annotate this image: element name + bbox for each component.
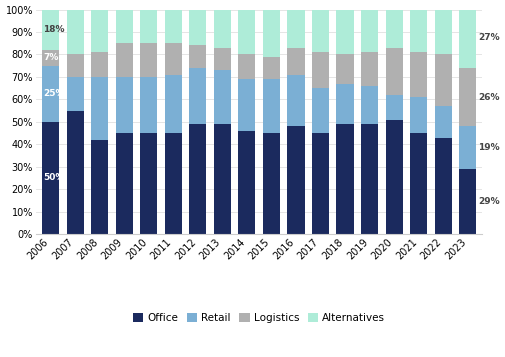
Bar	[311, 10, 328, 52]
Bar	[213, 48, 230, 70]
Bar	[164, 133, 181, 234]
Bar	[311, 88, 328, 133]
Bar	[42, 66, 59, 122]
Bar	[66, 55, 83, 77]
Bar	[458, 169, 475, 234]
Bar	[91, 77, 108, 140]
Bar	[140, 77, 157, 133]
Bar	[213, 70, 230, 124]
Bar	[385, 10, 402, 48]
Bar	[409, 52, 426, 97]
Bar	[140, 43, 157, 77]
Bar	[360, 10, 377, 52]
Bar	[360, 124, 377, 234]
Bar	[238, 10, 255, 55]
Text: 29%: 29%	[477, 197, 499, 206]
Legend: Office, Retail, Logistics, Alternatives: Office, Retail, Logistics, Alternatives	[133, 313, 384, 323]
Bar	[42, 122, 59, 234]
Text: 25%: 25%	[43, 89, 65, 98]
Bar	[115, 43, 132, 77]
Bar	[458, 126, 475, 169]
Bar	[409, 97, 426, 133]
Bar	[434, 55, 451, 106]
Bar	[189, 124, 206, 234]
Bar	[115, 10, 132, 43]
Bar	[385, 120, 402, 234]
Bar	[336, 124, 353, 234]
Bar	[189, 45, 206, 68]
Bar	[42, 10, 59, 50]
Bar	[164, 75, 181, 133]
Bar	[409, 10, 426, 52]
Bar	[66, 10, 83, 55]
Bar	[458, 68, 475, 126]
Bar	[189, 10, 206, 45]
Text: 7%: 7%	[43, 53, 59, 62]
Text: 26%: 26%	[477, 92, 499, 102]
Bar	[262, 79, 279, 133]
Bar	[360, 86, 377, 124]
Bar	[336, 84, 353, 124]
Bar	[385, 95, 402, 120]
Bar	[287, 10, 304, 48]
Bar	[238, 131, 255, 234]
Bar	[458, 7, 475, 68]
Bar	[164, 43, 181, 75]
Bar	[115, 133, 132, 234]
Bar	[262, 57, 279, 79]
Text: 50%: 50%	[43, 174, 65, 182]
Text: 27%: 27%	[477, 33, 499, 42]
Bar	[66, 77, 83, 111]
Bar	[409, 133, 426, 234]
Bar	[287, 75, 304, 126]
Bar	[262, 133, 279, 234]
Text: 18%: 18%	[43, 25, 65, 34]
Bar	[311, 133, 328, 234]
Bar	[336, 55, 353, 84]
Bar	[238, 79, 255, 131]
Bar	[434, 137, 451, 234]
Bar	[360, 52, 377, 86]
Bar	[115, 77, 132, 133]
Bar	[336, 10, 353, 55]
Bar	[42, 50, 59, 66]
Bar	[140, 10, 157, 43]
Bar	[311, 52, 328, 88]
Bar	[262, 10, 279, 57]
Bar	[238, 55, 255, 79]
Bar	[213, 124, 230, 234]
Bar	[189, 68, 206, 124]
Bar	[91, 10, 108, 52]
Bar	[213, 10, 230, 48]
Bar	[140, 133, 157, 234]
Bar	[91, 52, 108, 77]
Text: 19%: 19%	[477, 143, 499, 152]
Bar	[91, 140, 108, 234]
Bar	[66, 111, 83, 234]
Bar	[287, 48, 304, 75]
Bar	[434, 106, 451, 137]
Bar	[164, 10, 181, 43]
Bar	[385, 48, 402, 95]
Bar	[434, 10, 451, 55]
Bar	[287, 126, 304, 234]
